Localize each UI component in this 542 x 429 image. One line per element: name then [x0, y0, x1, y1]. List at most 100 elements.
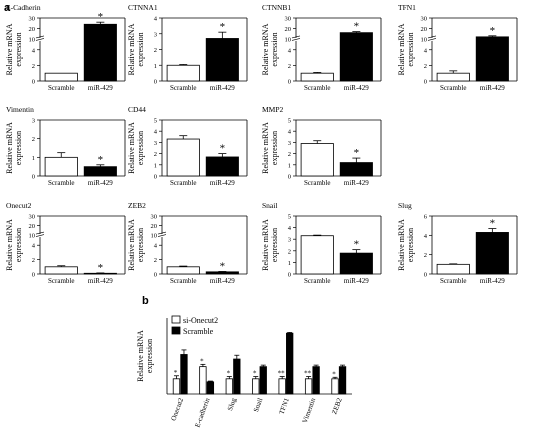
bar-slug-scramble	[436, 263, 470, 275]
y-tick-label-ctnna1: 3	[154, 31, 157, 38]
chart-title-ctnna1: CTNNA1	[128, 3, 158, 12]
chart-cd44: 0 1 2 3 4 5 CD44 Relative mRNAexpression Scrambl…	[127, 105, 248, 187]
y-tick-label-e-cadherin: 20	[29, 26, 36, 33]
x-tick-label-cd44-mir-429: miR-429	[210, 179, 235, 187]
y-tick-label-zeb2: 0	[154, 272, 157, 279]
y-axis-label-mmp2: Relative mRNAexpression	[261, 122, 279, 174]
y-tick-label-vimentin: 3	[32, 118, 35, 125]
axis-break-mark-ctnnb1	[291, 38, 301, 41]
y-tick-label-slug: 2	[424, 252, 427, 259]
x-tick-label-ctnnb1-scramble: Scramble	[304, 84, 330, 92]
y-tick-label-zeb2: 10	[151, 233, 158, 240]
chart-snail: 0 1 2 3 4 5 Snail Relative mRNAexpression Scramb…	[261, 201, 382, 285]
significance-snail: *	[253, 370, 257, 378]
y-tick-label-e-cadherin: 0	[32, 79, 35, 86]
chart-onecut2: 0 2 4 10 20 30 Onecut2 Relative mRNAexpression S…	[5, 201, 126, 285]
legend-swatch-si-onecut2	[171, 315, 181, 324]
bar-scramble-tfn1	[286, 332, 294, 395]
y-tick-label-ctnnb1: 20	[285, 26, 292, 33]
y-tick-label-snail: 2	[288, 248, 291, 255]
y-tick-label-onecut2: 0	[32, 272, 35, 279]
bar-zeb2-scramble	[166, 266, 200, 275]
y-tick-label-cd44: 5	[154, 118, 157, 125]
x-tick-label-zeb2-scramble: Scramble	[170, 277, 196, 285]
y-tick-label-e-cadherin: 2	[32, 63, 35, 70]
y-tick-label-ctnnb1: 10	[285, 36, 292, 43]
chart-title-vimentin: Vimentin	[6, 105, 34, 114]
chart-title-onecut2: Onecut2	[6, 201, 32, 210]
y-tick-label-ctnnb1: 30	[285, 16, 292, 23]
y-tick-label-slug: 6	[424, 214, 428, 221]
bar-si-onecut2-slug	[225, 378, 233, 395]
bar-si-onecut2-e-cadherin	[199, 366, 207, 395]
x-tick-label-onecut2-mir-429: miR-429	[88, 277, 113, 285]
legend-label-scramble: Scramble	[183, 327, 214, 336]
significance-onecut2: *	[98, 262, 104, 274]
x-tick-label-vimentin-mir-429: miR-429	[88, 179, 113, 187]
x-tick-label-e-cadherin-mir-429: miR-429	[88, 84, 113, 92]
y-tick-label-ctnna1: 0	[154, 79, 157, 86]
x-tick-label-vimentin-scramble: Scramble	[48, 179, 74, 187]
y-tick-label-ctnna1: 2	[154, 47, 157, 54]
y-tick-label-mmp2: 3	[288, 140, 291, 147]
significance-snail: *	[354, 239, 360, 251]
y-tick-label-tfn1: 4	[424, 47, 428, 54]
y-axis-label-onecut2: Relative mRNAexpression	[5, 219, 23, 271]
y-tick-label-mmp2: 0	[288, 174, 291, 181]
chart-title-mmp2: MMP2	[262, 105, 284, 114]
y-tick-label-onecut2: 30	[29, 214, 36, 221]
y-axis-label-ctnnb1: Relative mRNAexpression	[261, 23, 279, 75]
chart-zeb2: 0 2 4 10 20 30 ZEB2 Relative mRNAexpression Scra…	[127, 201, 248, 285]
legend-label-si-onecut2: si-Onecut2	[183, 316, 218, 325]
bar-cd44-scramble	[166, 138, 200, 177]
significance-onecut2: *	[174, 369, 178, 377]
significance-mmp2: *	[354, 147, 360, 159]
panel-label-b: b	[142, 295, 149, 307]
y-tick-label-onecut2: 2	[32, 257, 35, 264]
y-tick-label-tfn1: 2	[424, 63, 427, 70]
axis-break-mark-tfn1	[427, 35, 437, 39]
y-tick-label-ctnna1: 4	[154, 16, 158, 23]
y-axis-label-tfn1: Relative mRNAexpression	[397, 23, 415, 75]
axis-break-mark-zeb2	[157, 231, 167, 235]
bar-si-onecut2-zeb2	[331, 378, 339, 395]
y-tick-label-e-cadherin: 10	[29, 36, 36, 43]
y-tick-label-vimentin: 2	[32, 136, 35, 143]
y-tick-label-e-cadherin: 30	[29, 16, 36, 23]
chart-title-ctnnb1: CTNNB1	[262, 3, 291, 12]
y-tick-label-cd44: 4	[154, 129, 158, 136]
significance-slug: *	[490, 218, 496, 230]
y-tick-label-mmp2: 5	[288, 118, 291, 125]
y-tick-label-snail: 4	[288, 225, 292, 232]
axis-break-mark-onecut2	[35, 231, 45, 235]
y-tick-label-zeb2: 4	[154, 243, 158, 250]
y-tick-label-ctnnb1: 0	[288, 79, 291, 86]
x-tick-label-zeb2: ZEB2	[330, 396, 343, 415]
y-tick-label-zeb2: 30	[151, 214, 158, 221]
bar-scramble-e-cadherin	[206, 381, 215, 395]
y-axis-label-e-cadherin: Relative mRNAexpression	[5, 23, 23, 75]
x-tick-label-e-cadherin-scramble: Scramble	[48, 84, 74, 92]
y-tick-label-cd44: 0	[154, 174, 157, 181]
axis-break-mark-e-cadherin	[35, 35, 45, 39]
y-tick-label-tfn1: 10	[421, 36, 428, 43]
y-axis-label-slug: Relative mRNAexpression	[397, 219, 415, 271]
y-tick-label-ctnna1: 1	[154, 63, 157, 70]
x-tick-label-ctnna1-mir-429: miR-429	[210, 84, 235, 92]
y-tick-label-mmp2: 2	[288, 151, 291, 158]
chart-title-zeb2: ZEB2	[128, 201, 146, 210]
chart-e-cadherin: 0 2 4 10 20 30 E-Cadherin Relative mRNAexpressi…	[5, 3, 126, 92]
bar-slug-mir-429	[475, 232, 509, 275]
chart-mmp2: 0 1 2 3 4 5 MMP2 Relative mRNAexpression Scrambl…	[261, 105, 382, 187]
y-tick-label-snail: 5	[288, 214, 291, 221]
y-tick-label-cd44: 1	[154, 162, 157, 169]
bar-vimentin-scramble	[44, 156, 78, 177]
y-tick-label-onecut2: 4	[32, 243, 36, 250]
y-tick-label-snail: 1	[288, 260, 291, 267]
significance-cd44: *	[220, 143, 226, 155]
chart-title-snail: Snail	[262, 201, 277, 210]
bar-si-onecut2-snail	[252, 378, 260, 395]
chart-title-e-cadherin: E-Cadherin	[6, 3, 41, 12]
x-tick-label-tfn1-mir-429: miR-429	[480, 84, 505, 92]
